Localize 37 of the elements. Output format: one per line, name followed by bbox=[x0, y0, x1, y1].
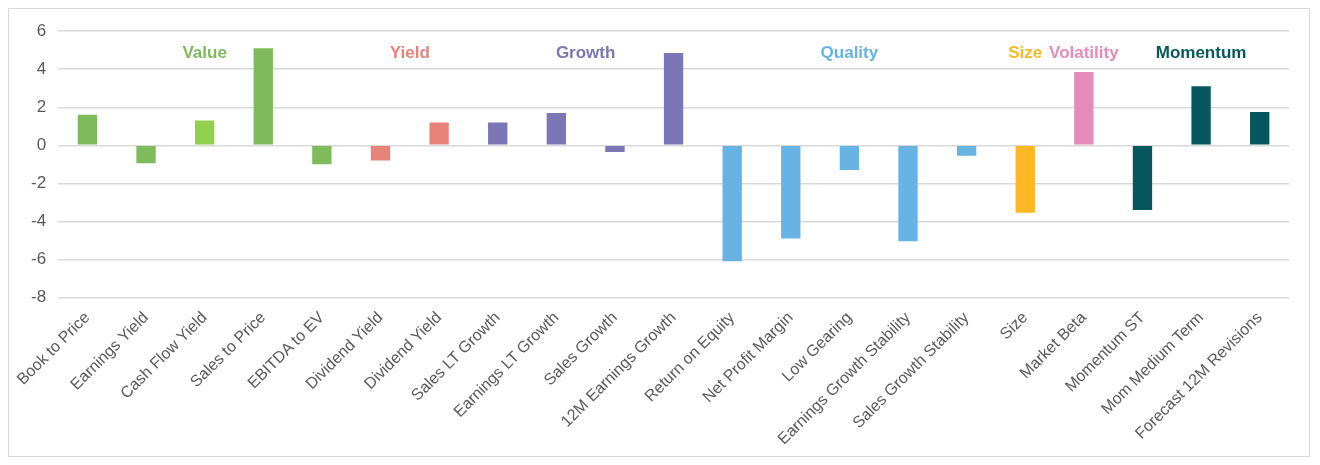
y-tick-label: -4 bbox=[30, 211, 47, 231]
bar bbox=[839, 146, 860, 171]
bar bbox=[546, 112, 566, 145]
annotation: Yield bbox=[389, 42, 430, 62]
annotation: Momentum bbox=[1155, 42, 1247, 62]
x-tick-label: Size bbox=[996, 308, 1031, 343]
y-tick-label: 2 bbox=[36, 96, 47, 116]
y-tick-label: 0 bbox=[36, 134, 47, 154]
bar bbox=[663, 53, 684, 145]
bar bbox=[1250, 112, 1270, 145]
y-tick-label: 4 bbox=[36, 58, 47, 78]
bar bbox=[1074, 72, 1094, 145]
bar bbox=[370, 146, 391, 161]
bar bbox=[722, 146, 742, 262]
bar bbox=[194, 120, 215, 145]
bar bbox=[1191, 86, 1211, 145]
bar bbox=[136, 146, 156, 164]
bar bbox=[488, 122, 508, 145]
bar bbox=[253, 48, 273, 145]
bar bbox=[605, 146, 625, 152]
bar bbox=[898, 146, 918, 242]
annotation: Quality bbox=[820, 42, 879, 62]
annotation: Value bbox=[182, 42, 227, 62]
bar bbox=[781, 146, 801, 239]
y-tick-label: -6 bbox=[30, 249, 47, 269]
annotation: Volatility bbox=[1049, 42, 1120, 62]
annotation: Growth bbox=[555, 42, 616, 62]
y-tick-label: -8 bbox=[30, 287, 47, 307]
bar bbox=[1132, 146, 1153, 210]
y-tick-label: -2 bbox=[30, 173, 47, 192]
bar bbox=[429, 122, 449, 145]
bar bbox=[956, 146, 977, 156]
bar bbox=[77, 114, 98, 145]
y-tick-label: 6 bbox=[36, 20, 47, 40]
bar bbox=[312, 146, 332, 165]
bar bbox=[1015, 146, 1035, 213]
annotation: Size bbox=[1008, 42, 1043, 62]
